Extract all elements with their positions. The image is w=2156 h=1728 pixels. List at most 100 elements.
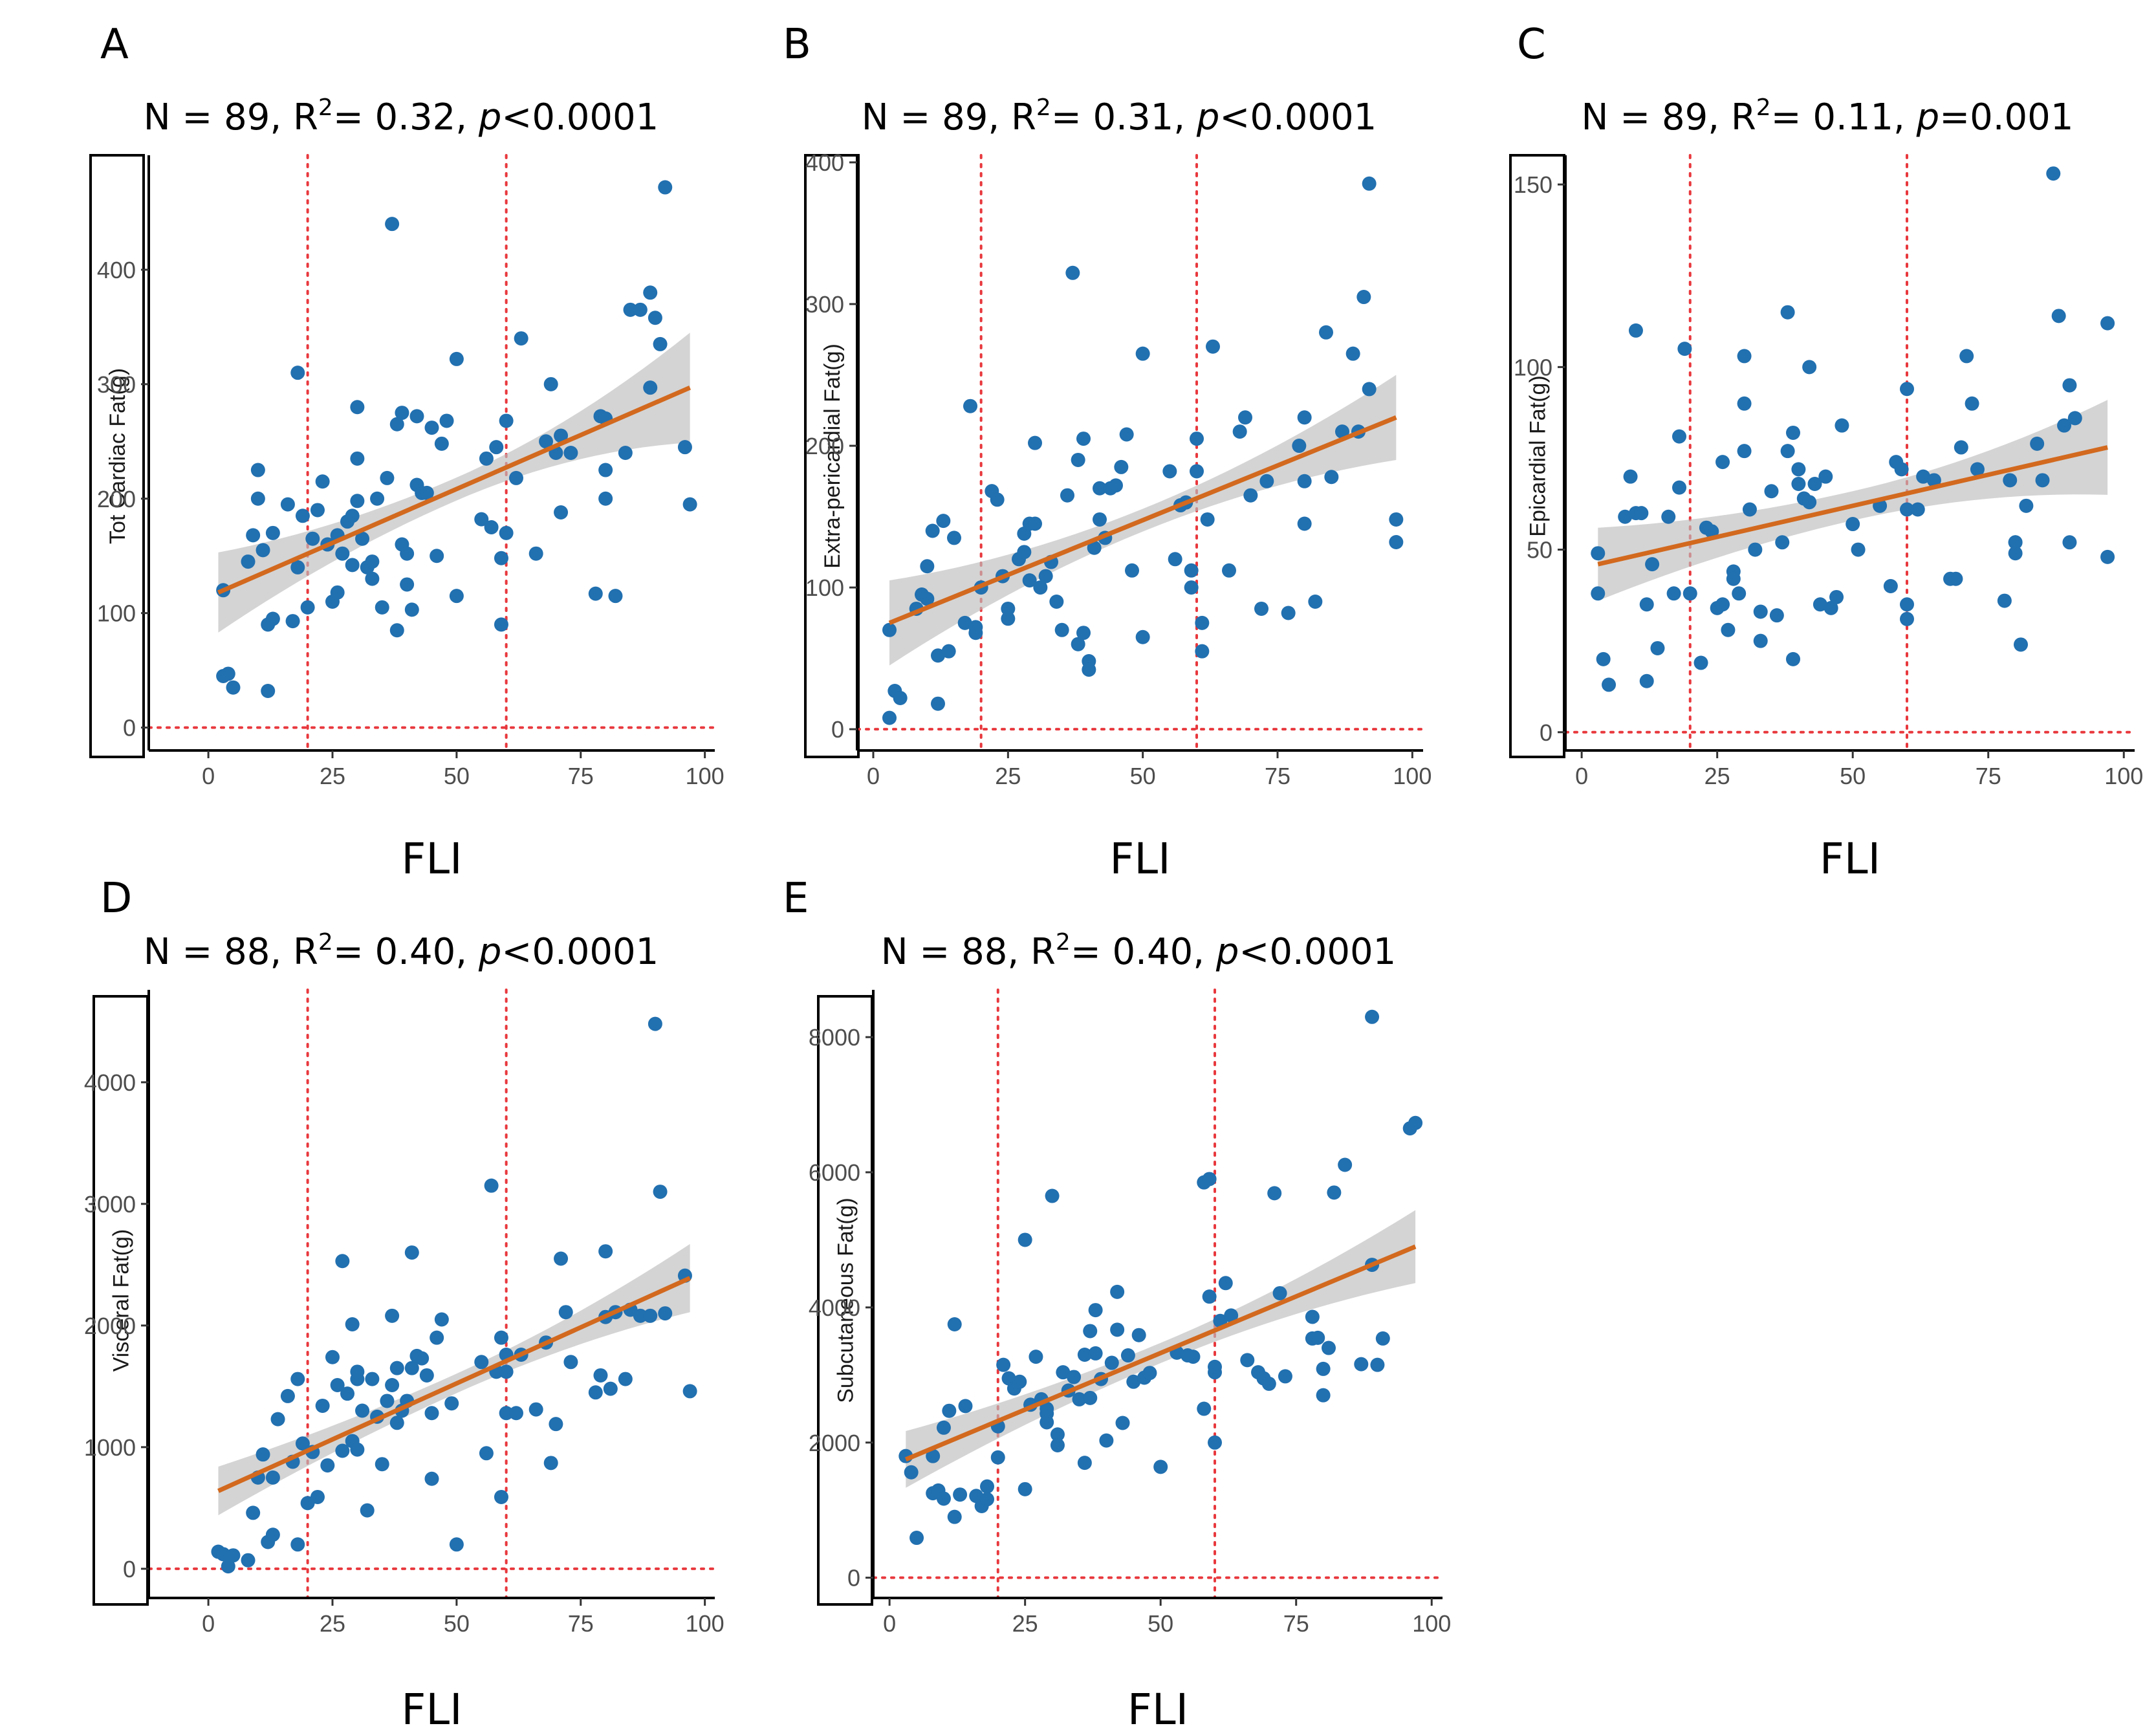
y-tick-label: 100 (97, 600, 136, 627)
data-point (1028, 516, 1042, 531)
x-tick-label: 50 (444, 1610, 470, 1637)
data-point (1672, 480, 1686, 495)
data-point (360, 1503, 375, 1518)
x-tick-label: 100 (2104, 763, 2143, 789)
data-point (643, 380, 658, 395)
y-tick-label: 0 (831, 716, 844, 743)
data-point (1104, 1355, 1119, 1370)
data-point (1071, 452, 1085, 467)
data-point (335, 1254, 350, 1269)
data-point (290, 1537, 305, 1552)
data-point (494, 1330, 508, 1345)
data-point (1135, 629, 1150, 644)
y-axis-label: Subcutaneous Fat(g) (834, 1198, 858, 1403)
data-point (925, 523, 940, 538)
data-point (990, 492, 1005, 507)
y-tick-label: 50 (1527, 537, 1552, 563)
data-point (1748, 542, 1763, 557)
data-point (241, 1553, 256, 1568)
x-tick-label: 0 (202, 763, 215, 789)
data-point (1065, 265, 1080, 280)
data-point (1218, 1276, 1233, 1291)
data-point (1737, 349, 1752, 364)
data-point (1153, 1460, 1168, 1474)
data-point (1775, 535, 1790, 550)
data-point (1082, 662, 1096, 677)
data-point (1001, 601, 1016, 616)
data-point (942, 1403, 957, 1418)
data-point (618, 446, 633, 460)
data-point (1049, 595, 1064, 609)
y-tick-label: 0 (123, 1556, 136, 1582)
data-point (1650, 640, 1665, 655)
data-point (1883, 579, 1898, 594)
data-point (1195, 615, 1210, 630)
data-point (909, 1531, 924, 1546)
panel-d: D N = 88, R2= 0.40, p<0.0001 Visceral Fat(… (84, 875, 724, 1728)
x-tick-label: 100 (1393, 763, 1432, 789)
data-point (1338, 1157, 1353, 1172)
data-point (256, 1447, 270, 1462)
data-point (1243, 488, 1258, 503)
data-point (936, 1491, 951, 1506)
data-point (2008, 535, 2023, 550)
data-point (1389, 535, 1404, 549)
data-point (350, 1442, 365, 1457)
data-point (1311, 1330, 1325, 1345)
data-point (290, 366, 305, 380)
data-point (1197, 1401, 1212, 1416)
data-point (1184, 580, 1199, 595)
data-point (554, 1251, 569, 1266)
data-point (1824, 600, 1838, 615)
data-point (290, 1372, 305, 1386)
data-point (221, 1559, 235, 1574)
data-point (1168, 552, 1182, 567)
data-point (648, 311, 662, 325)
data-point (543, 377, 558, 391)
data-point (489, 440, 504, 455)
data-point (1072, 1392, 1087, 1406)
data-point (419, 485, 434, 500)
data-point (1666, 586, 1681, 601)
y-tick-label: 400 (97, 257, 136, 283)
data-point (1045, 1188, 1060, 1203)
data-point (1753, 633, 1768, 648)
data-point (415, 1351, 430, 1366)
data-point (449, 351, 464, 366)
data-point (1001, 611, 1016, 626)
data-point (474, 512, 489, 527)
data-point (1190, 464, 1204, 479)
panel-c: C N = 89, R2= 0.11, p=0.001 Epicardial Fat… (1509, 21, 2143, 884)
data-point (494, 551, 508, 565)
data-point (1693, 655, 1708, 670)
data-point (375, 600, 389, 615)
data-point (947, 530, 961, 545)
x-tick-label: 0 (867, 763, 880, 789)
data-point (1813, 597, 1827, 612)
data-point (1076, 432, 1091, 446)
data-point (2035, 473, 2050, 488)
data-point (1222, 563, 1236, 578)
regression-line (888, 415, 1397, 626)
data-point (1965, 396, 1979, 411)
data-point (658, 1306, 673, 1321)
data-point (1354, 1357, 1369, 1372)
x-tick-label: 100 (1412, 1610, 1451, 1637)
x-tick-label: 100 (686, 763, 724, 789)
data-point (1110, 1322, 1125, 1337)
data-point (904, 1465, 919, 1480)
data-point (1033, 580, 1048, 595)
data-point (2067, 411, 2082, 426)
x-tick-label: 50 (444, 763, 470, 789)
data-point (543, 1456, 558, 1471)
data-point (1297, 516, 1312, 531)
data-point (241, 554, 256, 569)
x-tick-label: 25 (995, 763, 1021, 789)
data-point (1596, 651, 1611, 666)
data-point (395, 406, 409, 421)
data-point (389, 1361, 404, 1375)
y-tick-label: 200 (805, 433, 844, 459)
data-point (226, 1548, 241, 1563)
data-point (1362, 382, 1377, 397)
regression-line (1597, 445, 2108, 567)
